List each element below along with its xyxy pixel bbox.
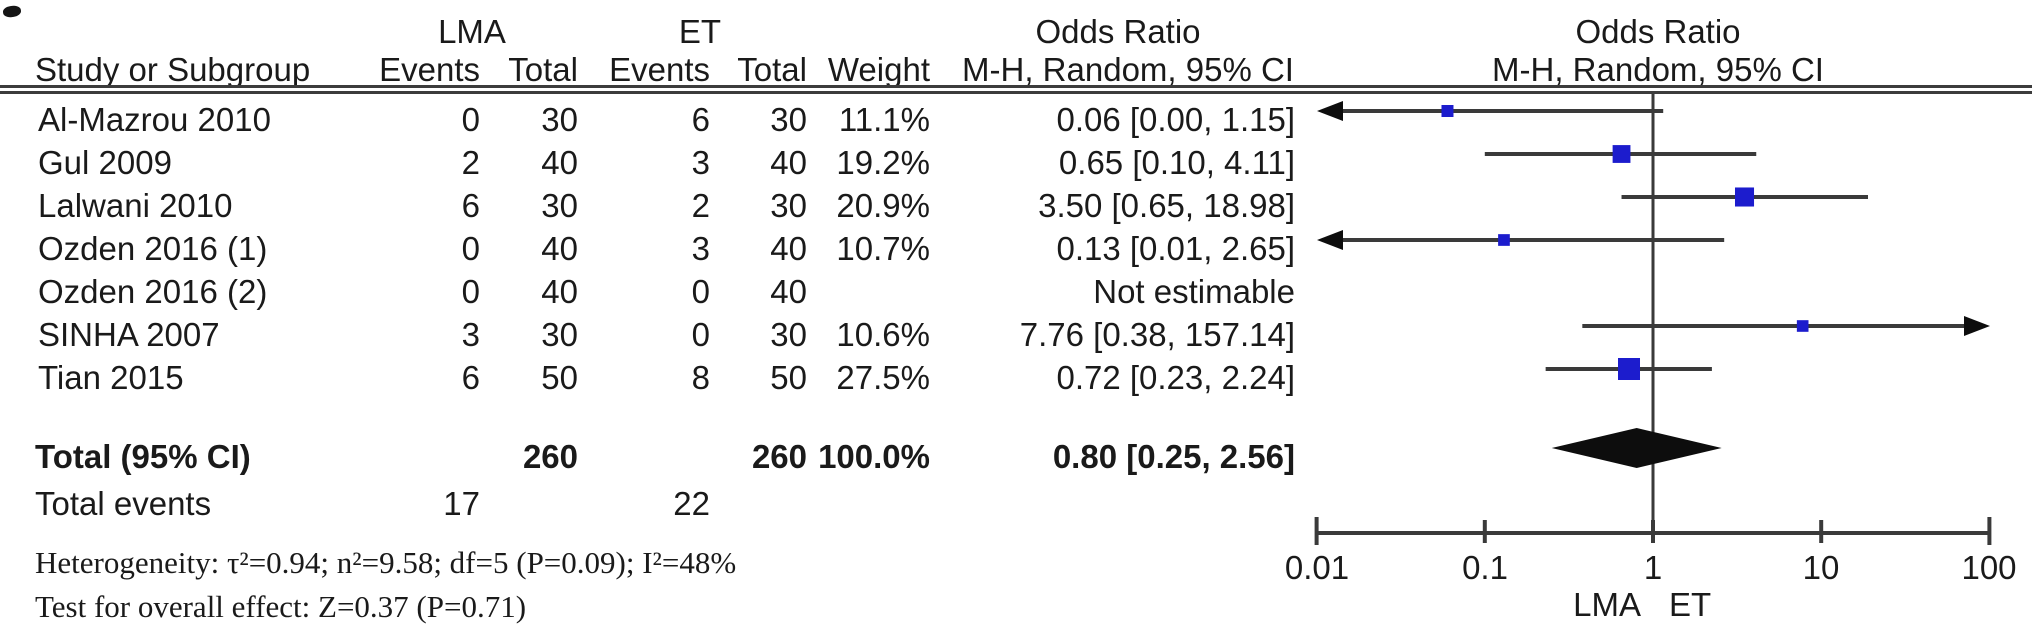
- cell-et-events: 2: [691, 187, 710, 224]
- ci-arrow-left: [1317, 101, 1343, 121]
- total-lma-n: 260: [522, 438, 578, 475]
- cell-lma-events: 2: [461, 144, 480, 181]
- total-et-n: 260: [751, 438, 807, 475]
- cell-lma-total: 30: [541, 187, 578, 224]
- header-separator-line: [0, 85, 2032, 94]
- axis-tick-0.01: 0.01: [1284, 549, 1350, 586]
- cell-or-ci: 0.13 [0.01, 2.65]: [1056, 230, 1295, 267]
- method-header-left: M-H, Random, 95% CI: [962, 51, 1294, 88]
- cell-or-ci: 0.65 [0.10, 4.11]: [1058, 144, 1295, 181]
- cell-weight: 10.6%: [836, 316, 930, 353]
- ci-arrow-right: [1964, 316, 1990, 336]
- weight-header: Weight: [827, 51, 930, 88]
- scan-artifact-speck: [2, 4, 22, 19]
- odds-ratio-plot-title: Odds Ratio: [1575, 13, 1741, 50]
- overall-effect-stats: Test for overall effect: Z=0.37 (P=0.71): [35, 589, 527, 624]
- cell-weight: 11.1%: [838, 101, 930, 138]
- axis-tick-10: 10: [1802, 549, 1840, 586]
- study-name: Ozden 2016 (1): [38, 230, 268, 267]
- study-name: Lalwani 2010: [38, 187, 233, 224]
- axis-tick-1: 1: [1643, 549, 1663, 586]
- cell-weight: 27.5%: [836, 359, 930, 396]
- favours-left-label: LMA: [1573, 586, 1641, 623]
- cell-weight: 20.9%: [836, 187, 930, 224]
- cell-lma-events: 3: [461, 316, 480, 353]
- cell-et-total: 30: [770, 187, 807, 224]
- effect-square: [1498, 234, 1510, 246]
- cell-lma-events: 6: [461, 187, 480, 224]
- cell-lma-total: 40: [541, 144, 578, 181]
- total-events-et: 22: [673, 485, 710, 522]
- et-total-header: Total: [737, 51, 807, 88]
- study-name: Ozden 2016 (2): [38, 273, 268, 310]
- cell-et-events: 6: [691, 101, 710, 138]
- cell-et-events: 8: [691, 359, 710, 396]
- study-column-header: Study or Subgroup: [35, 51, 311, 88]
- study-name: SINHA 2007: [38, 316, 220, 353]
- ci-arrow-left: [1317, 230, 1343, 250]
- cell-or-ci: 3.50 [0.65, 18.98]: [1038, 187, 1295, 224]
- heterogeneity-stats: Heterogeneity: τ²=0.94; n²=9.58; df=5 (P…: [35, 545, 737, 580]
- et-events-header: Events: [609, 51, 710, 88]
- total-or-ci: 0.80 [0.25, 2.56]: [1052, 438, 1295, 475]
- group2-header: ET: [678, 13, 722, 50]
- pooled-diamond: [1551, 428, 1722, 468]
- cell-or-ci: Not estimable: [1093, 273, 1295, 310]
- cell-et-events: 0: [691, 316, 710, 353]
- cell-lma-events: 0: [461, 101, 480, 138]
- lma-total-header: Total: [508, 51, 578, 88]
- effect-square: [1441, 105, 1454, 117]
- cell-or-ci: 7.76 [0.38, 157.14]: [1019, 316, 1295, 353]
- effect-square: [1618, 358, 1641, 380]
- cell-et-total: 40: [770, 144, 807, 181]
- favours-right-label: ET: [1669, 586, 1712, 623]
- odds-ratio-column-title: Odds Ratio: [1035, 13, 1201, 50]
- axis-tick-0.1: 0.1: [1462, 549, 1508, 586]
- study-name: Tian 2015: [38, 359, 184, 396]
- total-weight: 100.0%: [818, 438, 930, 475]
- cell-lma-total: 40: [541, 230, 578, 267]
- total-events-label: Total events: [35, 485, 212, 522]
- total-row-label: Total (95% CI): [35, 438, 251, 475]
- cell-or-ci: 0.72 [0.23, 2.24]: [1056, 359, 1295, 396]
- cell-lma-events: 0: [461, 230, 480, 267]
- cell-lma-total: 30: [541, 316, 578, 353]
- cell-et-total: 40: [770, 273, 807, 310]
- method-header-right: M-H, Random, 95% CI: [1492, 51, 1824, 88]
- lma-events-header: Events: [379, 51, 480, 88]
- cell-et-events: 3: [691, 144, 710, 181]
- cell-et-total: 30: [770, 316, 807, 353]
- cell-lma-total: 50: [541, 359, 578, 396]
- cell-et-events: 3: [691, 230, 710, 267]
- cell-et-events: 0: [691, 273, 710, 310]
- cell-et-total: 30: [770, 101, 807, 138]
- study-name: Al-Mazrou 2010: [38, 101, 271, 138]
- cell-lma-events: 0: [461, 273, 480, 310]
- cell-weight: 10.7%: [836, 230, 930, 267]
- cell-lma-total: 40: [541, 273, 578, 310]
- effect-square: [1612, 145, 1631, 163]
- total-events-lma: 17: [443, 485, 480, 522]
- effect-square: [1796, 320, 1809, 332]
- group1-header: LMA: [438, 13, 506, 50]
- axis-tick-100: 100: [1961, 549, 2017, 586]
- cell-weight: 19.2%: [836, 144, 930, 181]
- cell-et-total: 50: [770, 359, 807, 396]
- cell-lma-events: 6: [461, 359, 480, 396]
- cell-et-total: 40: [770, 230, 807, 267]
- cell-lma-total: 30: [541, 101, 578, 138]
- study-name: Gul 2009: [38, 144, 172, 181]
- effect-square: [1734, 187, 1755, 207]
- cell-or-ci: 0.06 [0.00, 1.15]: [1056, 101, 1295, 138]
